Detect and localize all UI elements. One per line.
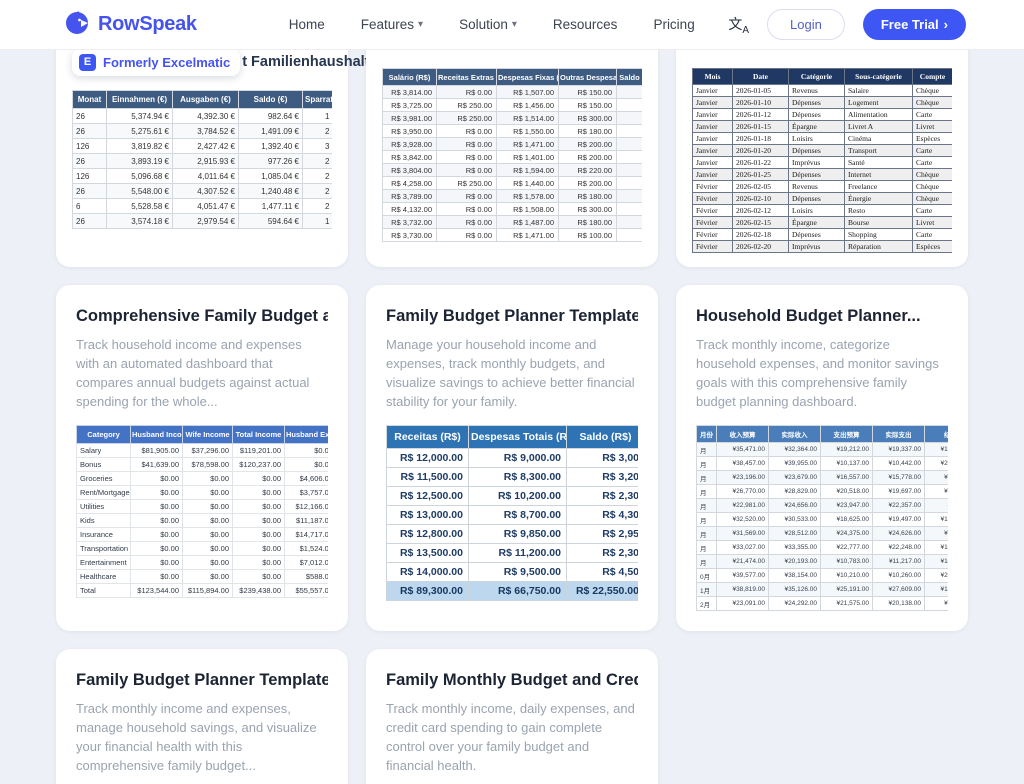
- nav-links: Home Features ▾ Solution ▾ Resources Prici…: [289, 17, 695, 32]
- card-description: Track household income and expenses with…: [76, 337, 310, 409]
- language-icon[interactable]: 文A: [728, 15, 750, 36]
- card-title: Household Budget Planner...: [696, 307, 921, 325]
- card-description: Track monthly income, daily expenses, an…: [386, 701, 635, 773]
- brand-logo[interactable]: RowSpeak: [64, 9, 197, 40]
- navbar-right: 文A Login Free Trial ›: [728, 9, 966, 40]
- sheet-preview: Mois Date Catégorie Sous-catégorie Compte Jan…: [692, 68, 952, 253]
- card-description: Track monthly income, categorize househo…: [696, 337, 939, 409]
- card-description: Track monthly income and expenses, manag…: [76, 701, 317, 773]
- nav-link-home[interactable]: Home: [288, 17, 325, 32]
- card-title: Family Monthly Budget and Cred...: [386, 671, 638, 690]
- free-trial-button[interactable]: Free Trial ›: [862, 9, 966, 40]
- sheet-preview: Monat Einnahmen (€) Ausgaben (€) Saldo (€) S…: [72, 90, 332, 229]
- card-title: Comprehensive Family Budget a...: [76, 307, 328, 325]
- nav-link-solution[interactable]: Solution ▾: [459, 17, 517, 32]
- chevron-right-icon: ›: [943, 17, 948, 32]
- logo-icon: [64, 9, 90, 40]
- card-partial-title: t Familienhaushalt: [242, 54, 370, 70]
- login-button[interactable]: Login: [767, 9, 845, 40]
- card-title: Family Budget Planner Template: [386, 307, 638, 325]
- chevron-down-icon: ▾: [418, 19, 424, 30]
- navbar: RowSpeak Home Features ▾ Solution ▾ Resour…: [0, 0, 1024, 50]
- formerly-badge: E Formerly Excelmatic: [72, 48, 241, 76]
- template-card[interactable]: E Formerly Excelmatic t Familienhaushalt…: [56, 14, 370, 267]
- sheet-preview: 月份收入预算实际收入支出预算实际支出结余月¥35,471.00¥32,364.0…: [696, 425, 948, 612]
- template-card[interactable]: Family Monthly Budget and Cred... Track …: [366, 649, 658, 784]
- chevron-down-icon: ▾: [511, 19, 517, 30]
- template-grid: E Formerly Excelmatic t Familienhaushalt…: [56, 14, 968, 784]
- card-description: Manage your household income and expense…: [386, 337, 635, 409]
- nav-link-resources[interactable]: Resources: [552, 17, 618, 32]
- badge-e-icon: E: [79, 53, 96, 71]
- nav-link-pricing[interactable]: Pricing: [653, 17, 695, 32]
- template-card[interactable]: Household Budget Planner... Track monthl…: [676, 285, 968, 632]
- template-card[interactable]: Family Budget Planner Template Manage yo…: [366, 285, 658, 632]
- nav-link-features[interactable]: Features ▾: [360, 17, 424, 32]
- sheet-preview: Receitas (R$) Despesas Totais (R$) Saldo (…: [386, 425, 638, 602]
- brand-name: RowSpeak: [98, 13, 197, 35]
- template-card[interactable]: Salário (R$)Receitas Extras (R$)Despesas…: [366, 14, 658, 267]
- sheet-preview: Salário (R$)Receitas Extras (R$)Despesas…: [382, 68, 642, 242]
- template-card[interactable]: Family Budget Planner Template Track mon…: [56, 649, 348, 784]
- badge-label: Formerly Excelmatic: [103, 54, 231, 70]
- template-card[interactable]: Mois Date Catégorie Sous-catégorie Compte Jan…: [676, 14, 968, 267]
- card-title: Family Budget Planner Template: [76, 671, 328, 690]
- template-card[interactable]: Comprehensive Family Budget a... Track h…: [56, 285, 348, 632]
